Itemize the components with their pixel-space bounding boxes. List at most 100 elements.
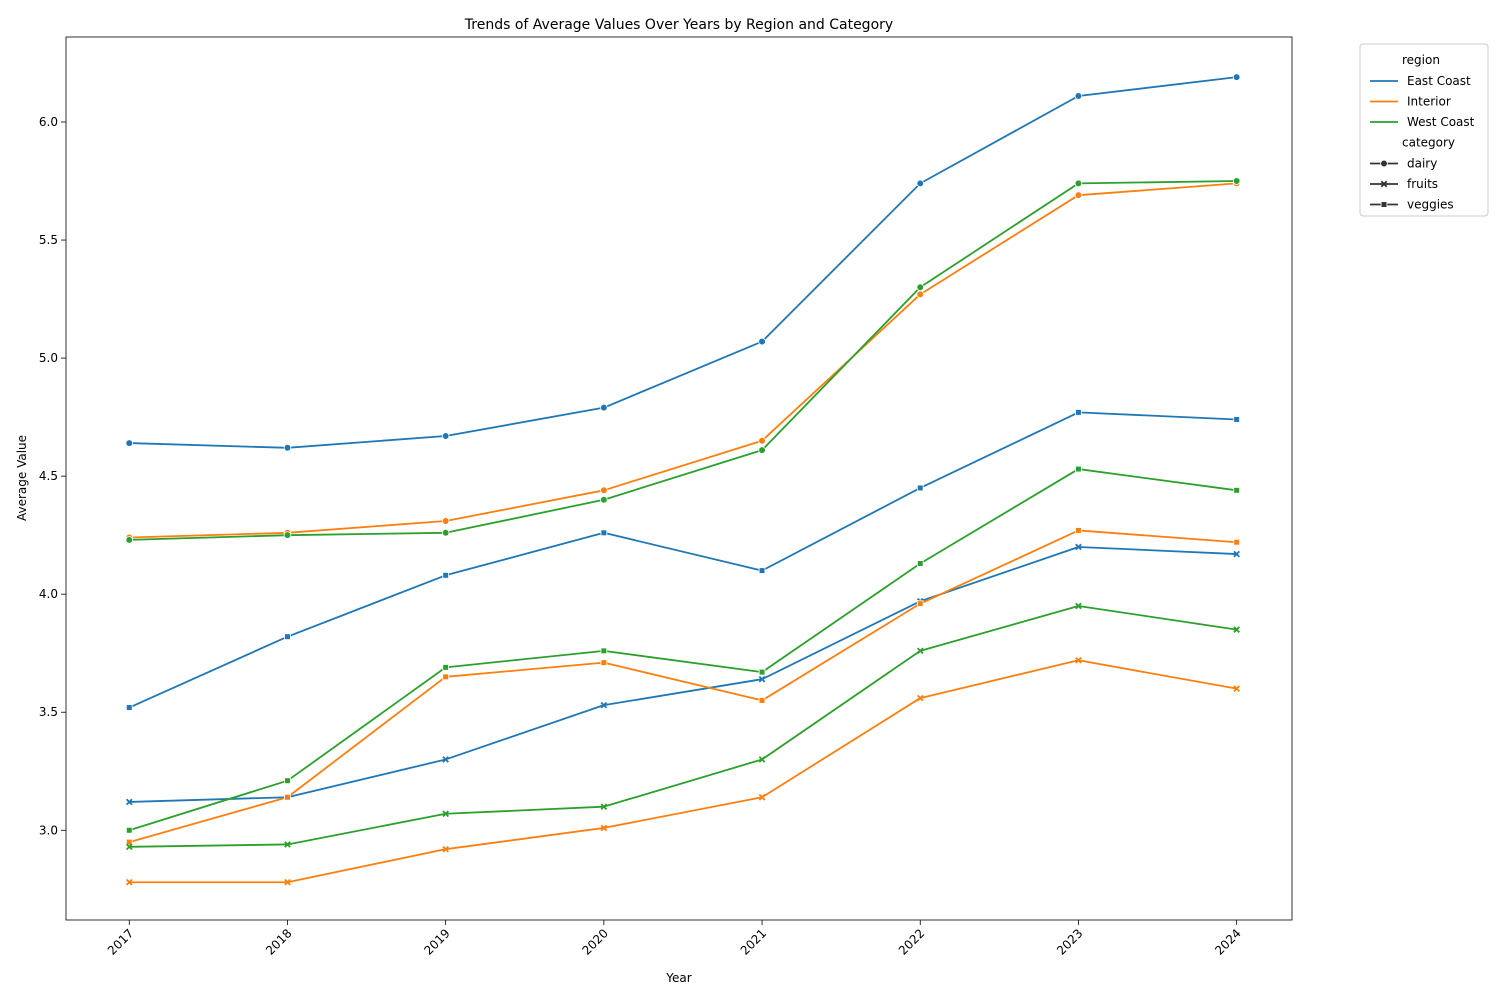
series-line-interior-veggies [129, 529, 1237, 843]
data-point-interior-fruits [758, 793, 766, 801]
data-point-east-coast-fruits [1075, 543, 1082, 551]
series-line-interior-dairy [129, 182, 1237, 539]
legend-label-dairy: dairy [1407, 157, 1437, 171]
series-interior-veggies [125, 527, 1240, 846]
series-east-coast-veggies [125, 409, 1240, 711]
data-point-west-coast-veggies [758, 668, 766, 676]
data-point-interior-veggies [600, 659, 608, 666]
data-point-interior-fruits [916, 694, 924, 702]
data-point-interior-dairy [1074, 191, 1083, 199]
data-point-east-coast-veggies [916, 484, 924, 492]
series-west-coast-veggies [125, 465, 1240, 834]
legend-hue-title: region [1402, 53, 1440, 67]
legend-marker-veggies [1380, 201, 1388, 208]
data-point-interior-dairy [600, 486, 608, 495]
data-point-west-coast-veggies [125, 826, 133, 834]
legend-item-veggies: veggies [1370, 198, 1454, 212]
data-point-east-coast-dairy [125, 439, 134, 447]
data-point-west-coast-veggies [600, 647, 608, 655]
data-point-interior-veggies [916, 600, 924, 607]
data-point-east-coast-dairy [758, 337, 766, 346]
data-point-east-coast-veggies [442, 571, 449, 579]
series-line-west-coast-fruits [129, 605, 1237, 848]
data-point-interior-veggies [1233, 538, 1240, 546]
data-point-west-coast-fruits [1233, 626, 1240, 633]
legend-label-west-coast: West Coast [1407, 115, 1475, 129]
data-point-interior-veggies [284, 793, 291, 801]
data-point-interior-dairy [916, 290, 925, 299]
data-point-interior-veggies [758, 697, 766, 704]
data-point-west-coast-dairy [758, 446, 766, 454]
data-point-west-coast-veggies [442, 664, 449, 671]
data-point-west-coast-dairy [916, 283, 925, 292]
x-axis-label: Year [665, 971, 691, 985]
data-point-interior-veggies [1075, 527, 1082, 534]
legend-item-west-coast: West Coast [1370, 115, 1475, 129]
data-point-interior-dairy [441, 517, 450, 525]
data-point-west-coast-dairy [1074, 179, 1083, 188]
legend-item-interior: Interior [1370, 95, 1451, 109]
data-point-interior-fruits [284, 878, 291, 886]
data-point-west-coast-fruits [916, 647, 924, 655]
data-point-interior-fruits [600, 824, 608, 832]
data-point-interior-fruits [442, 845, 450, 853]
data-point-east-coast-fruits [758, 675, 766, 683]
y-axis: 3.0 3.5 4.0 4.5 5.0 5.5 6.0 [39, 115, 66, 837]
y-tick-label: 4.0 [39, 587, 58, 601]
legend-label-east-coast: East Coast [1407, 74, 1471, 88]
data-point-east-coast-veggies [125, 704, 133, 711]
data-point-east-coast-dairy [600, 403, 608, 412]
data-point-west-coast-dairy [283, 531, 292, 539]
data-point-interior-veggies [442, 673, 449, 681]
data-point-east-coast-fruits [125, 798, 133, 806]
legend-marker-dairy [1380, 159, 1388, 168]
series-line-east-coast-fruits [129, 546, 1237, 803]
legend-item-fruits: fruits [1370, 177, 1438, 191]
series-line-east-coast-dairy [129, 76, 1237, 449]
data-point-east-coast-dairy [441, 432, 450, 440]
series-line-east-coast-veggies [128, 411, 1237, 709]
data-point-west-coast-dairy [1232, 177, 1241, 185]
data-point-west-coast-dairy [441, 529, 450, 537]
data-point-interior-fruits [1233, 685, 1240, 692]
data-point-east-coast-veggies [1075, 409, 1082, 416]
data-point-west-coast-veggies [916, 560, 924, 567]
data-point-west-coast-dairy [600, 495, 608, 504]
data-point-west-coast-fruits [442, 810, 450, 818]
legend-item-east-coast: East Coast [1370, 74, 1471, 88]
series-west-coast-fruits [125, 602, 1240, 851]
y-tick-label: 3.5 [39, 705, 58, 719]
y-axis-label: Average Value [15, 435, 29, 521]
data-point-east-coast-fruits [442, 756, 450, 763]
y-tick-label: 6.0 [39, 115, 58, 129]
data-point-east-coast-dairy [1074, 92, 1083, 100]
series-line-west-coast-veggies [129, 468, 1237, 832]
y-tick-label: 4.5 [39, 469, 58, 483]
chart-title: Trends of Average Values Over Years by R… [464, 17, 893, 33]
y-tick-label: 3.0 [39, 823, 58, 837]
data-point-east-coast-dairy [916, 179, 925, 188]
data-point-west-coast-veggies [284, 777, 291, 785]
legend-label-fruits: fruits [1407, 177, 1438, 191]
data-point-interior-fruits [125, 878, 133, 886]
plot-frame [65, 36, 1293, 921]
legend-style-title: category [1402, 136, 1455, 150]
series-east-coast-dairy [125, 73, 1241, 452]
y-tick-label: 5.0 [39, 351, 58, 365]
legend-box [1359, 43, 1489, 217]
legend-label-interior: Interior [1407, 95, 1451, 109]
data-point-east-coast-dairy [1232, 73, 1241, 81]
data-point-west-coast-veggies [1233, 487, 1240, 494]
data-point-west-coast-fruits [284, 841, 291, 848]
y-tick-label: 5.5 [39, 233, 58, 247]
legend-label-veggies: veggies [1407, 198, 1454, 212]
data-point-east-coast-veggies [758, 567, 766, 574]
data-point-west-coast-fruits [1075, 602, 1082, 610]
series-west-coast-dairy [125, 177, 1241, 544]
data-point-interior-veggies [125, 838, 133, 846]
plot-area [65, 36, 1293, 921]
data-point-east-coast-veggies [600, 529, 608, 537]
